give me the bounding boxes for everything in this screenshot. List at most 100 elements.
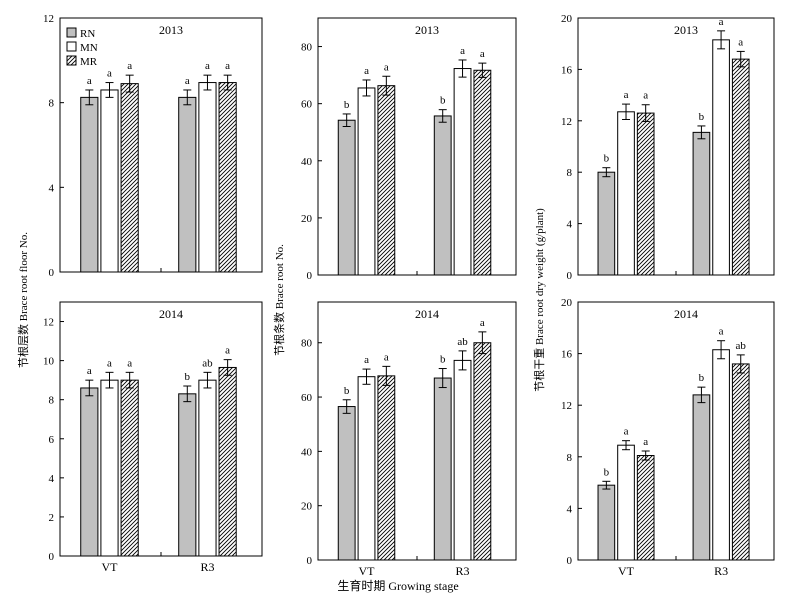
bar-rn-r3	[178, 96, 197, 273]
significance-letter: b	[699, 111, 705, 123]
bar-mn-vt	[357, 376, 376, 561]
y-tick-label: 8	[49, 395, 55, 407]
y-tick-label: 8	[567, 167, 573, 179]
legend-label-rn: RN	[80, 28, 95, 40]
legend-swatch-rn	[66, 27, 77, 38]
significance-letter: a	[107, 357, 112, 369]
significance-letter: a	[384, 61, 389, 73]
bar-mn-r3	[198, 82, 217, 273]
bar-mr-r3	[473, 342, 492, 561]
x-tick-label: R3	[714, 564, 728, 578]
y-tick-label: 60	[301, 392, 313, 404]
significance-letter: ab	[457, 336, 468, 348]
significance-letter: a	[624, 89, 629, 101]
bar-mn-vt	[617, 111, 635, 276]
bar-mr-r3	[473, 69, 492, 276]
y-tick-label: 0	[49, 267, 55, 279]
panel-title: 2013	[674, 23, 698, 37]
significance-letter: b	[604, 466, 610, 478]
significance-letter: a	[738, 36, 743, 48]
bar-mn-r3	[453, 359, 472, 561]
significance-letter: a	[107, 68, 112, 80]
significance-letter: a	[719, 16, 724, 28]
y-tick-label: 12	[43, 13, 54, 25]
significance-letter: a	[225, 60, 230, 72]
y-tick-label: 0	[49, 551, 55, 563]
bar-rn-r3	[178, 393, 197, 557]
y-tick-label: 20	[561, 297, 573, 309]
panel-count2013: 0 20 40 60 80 2013 b a a b a a	[301, 17, 517, 282]
y-tick-label: 12	[561, 400, 572, 412]
bar-mr-r3	[731, 58, 750, 276]
significance-letter: b	[344, 385, 350, 397]
bar-mr-r3	[218, 82, 237, 273]
y-tick-label: 10	[43, 356, 55, 368]
bar-mr-vt	[120, 379, 139, 557]
legend-label-mn: MN	[80, 42, 98, 54]
y-axis-label-floor: 节根层数 Brace root floor No.	[16, 232, 30, 368]
bar-rn-vt	[337, 119, 356, 276]
y-tick-label: 4	[567, 219, 573, 231]
panel-title: 2014	[415, 307, 439, 321]
bar-mn-r3	[712, 39, 730, 276]
significance-letter: ab	[736, 340, 747, 352]
significance-letter: b	[440, 95, 446, 107]
y-tick-label: 0	[307, 270, 313, 282]
significance-letter: a	[127, 60, 132, 72]
bar-rn-vt	[337, 406, 356, 561]
significance-letter: a	[205, 60, 210, 72]
y-tick-label: 20	[561, 13, 573, 25]
y-axis-label-weight: 节根干重 Brace root dry weight (g/plant)	[532, 208, 546, 392]
bar-mr-vt	[636, 112, 655, 276]
bar-mn-vt	[100, 379, 119, 557]
significance-letter: a	[87, 75, 92, 87]
bar-mr-r3	[218, 366, 237, 557]
bar-mn-vt	[357, 87, 376, 276]
panel-floor2013: 0 4 8 12 2013 a a a a a a	[43, 13, 263, 279]
panel-title: 2014	[159, 307, 183, 321]
significance-letter: a	[225, 345, 230, 357]
bar-mn-vt	[100, 89, 119, 273]
y-tick-label: 4	[49, 182, 55, 194]
y-tick-label: 80	[301, 42, 313, 54]
bar-mn-vt	[617, 444, 635, 561]
significance-letter: a	[127, 357, 132, 369]
significance-letter: a	[480, 317, 485, 329]
panel-title: 2013	[415, 23, 439, 37]
y-tick-label: 12	[43, 317, 54, 329]
bar-rn-vt	[80, 96, 99, 273]
y-tick-label: 4	[567, 503, 573, 515]
bar-rn-r3	[433, 377, 452, 561]
y-axis-label-count: 节根条数 Brace root No.	[272, 244, 286, 356]
y-tick-label: 16	[561, 349, 573, 361]
y-tick-label: 40	[301, 446, 313, 458]
y-tick-label: 40	[301, 156, 313, 168]
significance-letter: ab	[202, 357, 213, 369]
y-tick-label: 4	[49, 473, 55, 485]
bar-rn-r3	[692, 131, 711, 276]
bar-mr-vt	[120, 83, 139, 273]
significance-letter: b	[604, 153, 610, 165]
y-tick-label: 0	[307, 555, 313, 567]
significance-letter: a	[643, 90, 648, 102]
x-tick-label: R3	[456, 564, 470, 578]
y-tick-label: 60	[301, 99, 313, 111]
bar-mr-vt	[377, 85, 396, 276]
legend: RN MN MR	[66, 27, 98, 68]
significance-letter: a	[87, 365, 92, 377]
significance-letter: a	[480, 48, 485, 60]
bar-rn-r3	[433, 115, 452, 276]
significance-letter: a	[364, 354, 369, 366]
y-tick-label: 0	[567, 270, 573, 282]
bar-mn-r3	[198, 379, 217, 557]
x-axis-label: 生育时期 Growing stage	[337, 578, 458, 593]
significance-letter: a	[624, 426, 629, 438]
panel-title: 2014	[674, 307, 698, 321]
bar-mr-r3	[731, 363, 750, 561]
significance-letter: a	[719, 326, 724, 338]
legend-swatch-mn	[66, 41, 77, 52]
significance-letter: b	[699, 372, 705, 384]
